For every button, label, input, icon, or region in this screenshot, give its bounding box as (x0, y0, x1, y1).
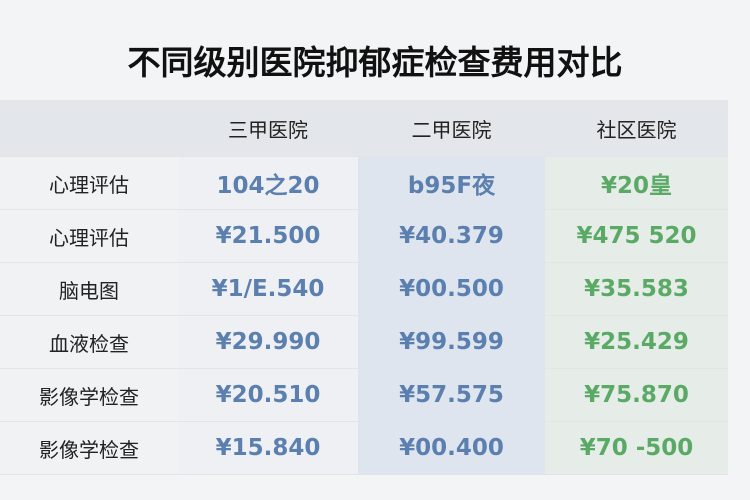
cell-value: ¥15.840 (178, 422, 358, 474)
row-label: 影像学检查 (0, 422, 178, 474)
table-row: 影像学检查 ¥15.840 ¥00.400 ¥70 -500 (0, 422, 728, 475)
table-header-row: 三甲医院 二甲医院 社区医院 (0, 100, 728, 157)
header-community-hospital: 社区医院 (545, 100, 728, 156)
row-label: 脑电图 (0, 263, 178, 315)
cell-value: ¥99.599 (358, 316, 545, 368)
table-row: 脑电图 ¥1/E.540 ¥00.500 ¥35.583 (0, 263, 728, 316)
row-label: 影像学检查 (0, 369, 178, 421)
cell-value: ¥475 520 (545, 210, 728, 262)
header-tier3-hospital: 三甲医院 (178, 100, 358, 156)
cell-value: ¥25.429 (545, 316, 728, 368)
table-row: 心理评估 ¥21.500 ¥40.379 ¥475 520 (0, 210, 728, 263)
cell-value: ¥29.990 (178, 316, 358, 368)
cell-value: ¥00.400 (358, 422, 545, 474)
table-row: 影像学检查 ¥20.510 ¥57.575 ¥75.870 (0, 369, 728, 422)
cell-value: ¥20皇 (545, 157, 728, 209)
cell-value: ¥40.379 (358, 210, 545, 262)
row-label: 心理评估 (0, 210, 178, 262)
cell-value: ¥21.500 (178, 210, 358, 262)
cell-value: 104之20 (178, 157, 358, 209)
header-tier2-hospital: 二甲医院 (358, 100, 545, 156)
row-label: 血液检查 (0, 316, 178, 368)
page-title: 不同级别医院抑郁症检查费用对比 (127, 43, 623, 82)
cell-value: ¥35.583 (545, 263, 728, 315)
cell-value: ¥57.575 (358, 369, 545, 421)
header-empty (0, 100, 178, 156)
table-row: 心理评估 104之20 b95F夜 ¥20皇 (0, 157, 728, 210)
table-row: 血液检查 ¥29.990 ¥99.599 ¥25.429 (0, 316, 728, 369)
cell-value: ¥20.510 (178, 369, 358, 421)
cell-value: b95F夜 (358, 157, 545, 209)
cell-value: ¥1/E.540 (178, 263, 358, 315)
cell-value: ¥75.870 (545, 369, 728, 421)
row-label: 心理评估 (0, 157, 178, 209)
cell-value: ¥70 -500 (545, 422, 728, 474)
cell-value: ¥00.500 (358, 263, 545, 315)
cost-comparison-table: 三甲医院 二甲医院 社区医院 心理评估 104之20 b95F夜 ¥20皇 心理… (0, 100, 728, 475)
